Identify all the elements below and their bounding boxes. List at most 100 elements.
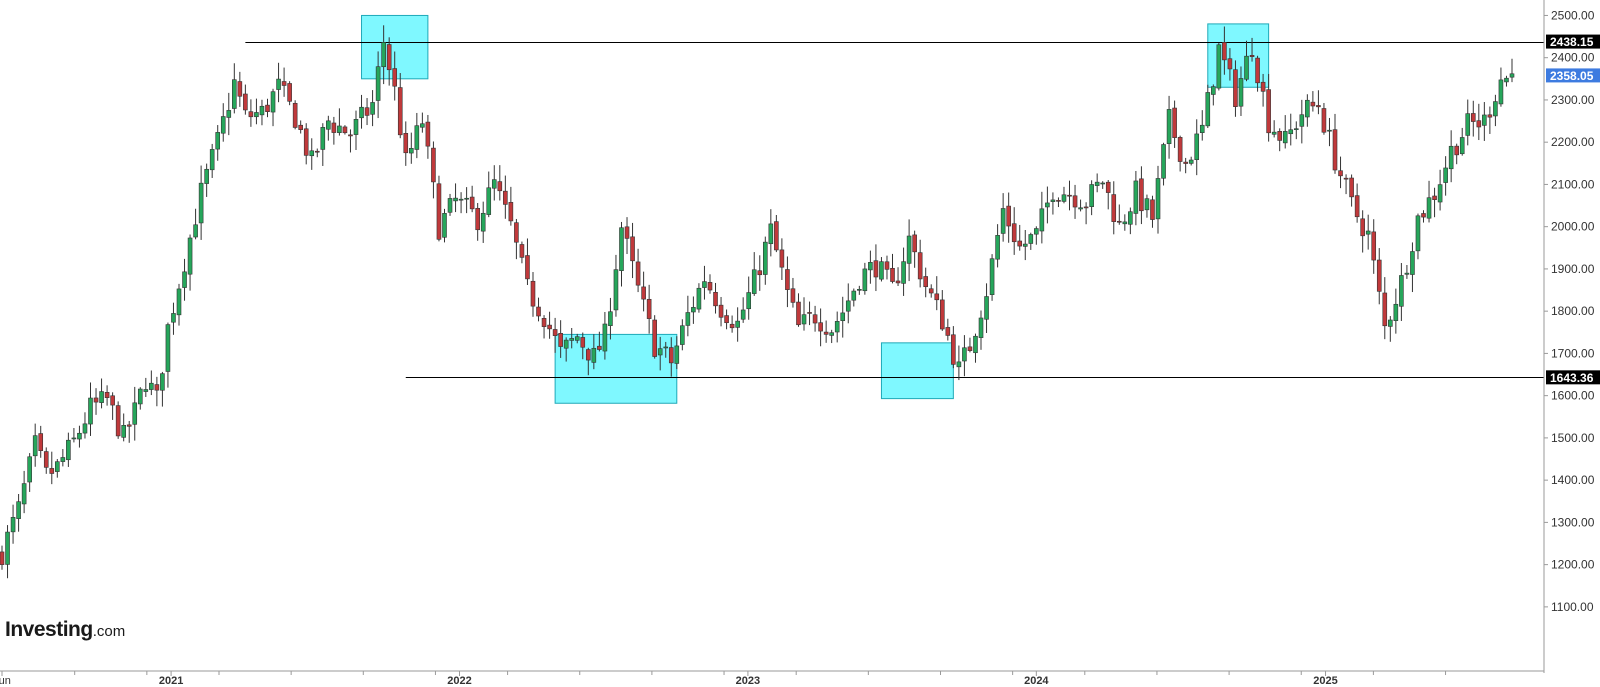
- candle-up: [209, 149, 215, 171]
- candle-down: [774, 221, 779, 251]
- candle-up: [1509, 73, 1515, 78]
- candle-up: [353, 119, 359, 135]
- candle-down: [1222, 42, 1227, 61]
- candle-down: [1227, 58, 1233, 70]
- candle-down: [635, 261, 641, 286]
- candle-up: [60, 457, 66, 462]
- candle-down: [785, 269, 790, 290]
- candle-down: [1255, 57, 1260, 84]
- candle-down: [1277, 131, 1282, 141]
- candle-down: [287, 83, 292, 102]
- candle-down: [812, 314, 818, 324]
- candle-up: [193, 224, 198, 238]
- price-axis-ticks: 2500.00 2400.00 2300.00 2200.00 2100.00 2000.…: [1544, 8, 1595, 614]
- candle-up: [978, 317, 984, 338]
- candle-down: [1454, 145, 1459, 156]
- candle-up: [857, 289, 862, 291]
- candle-down: [431, 147, 436, 183]
- investing-logo: Investing.com: [5, 618, 125, 642]
- candle-down: [1150, 199, 1155, 220]
- candle-up: [270, 91, 276, 113]
- support-resistance-lines: [245, 42, 1544, 378]
- y-tick-label: 2500.00: [1551, 8, 1595, 22]
- candle-up: [453, 197, 458, 202]
- candle-down: [342, 126, 348, 134]
- candle-down: [1249, 55, 1255, 57]
- candle-up: [685, 312, 691, 326]
- price-marker-box: [1546, 34, 1600, 49]
- candle-up: [845, 300, 851, 312]
- candle-up: [973, 335, 978, 354]
- candle-down: [154, 384, 160, 391]
- candle-down: [392, 68, 398, 87]
- candle-up: [458, 198, 464, 201]
- y-tick-label: 1400.00: [1551, 473, 1595, 487]
- candle-down: [779, 249, 785, 268]
- candle-down: [1360, 218, 1365, 237]
- time-axis-ticks: Jun 2021 2022 2023 2024 2025: [0, 671, 1447, 687]
- candle-down: [43, 451, 49, 468]
- candle-down: [1487, 114, 1493, 118]
- candle-up: [215, 132, 221, 150]
- candle-down: [928, 288, 934, 294]
- candle-down: [597, 345, 602, 350]
- candle-down: [630, 236, 635, 262]
- price-marker-box: [1546, 68, 1600, 83]
- candle-up: [1299, 114, 1305, 127]
- candle-down: [126, 424, 132, 427]
- candle-up: [862, 268, 868, 292]
- candle-down: [1233, 69, 1238, 107]
- price-marker-label: 2438.15: [1550, 35, 1594, 49]
- candle-down: [724, 315, 729, 324]
- candle-up: [608, 311, 613, 326]
- candle-down: [1116, 220, 1122, 223]
- candle-down: [298, 124, 303, 130]
- candle-up: [1426, 197, 1432, 219]
- candle-up: [370, 102, 375, 115]
- candle-down: [1183, 161, 1188, 164]
- candle-up: [82, 423, 88, 434]
- candle-up: [1459, 137, 1465, 155]
- candle-down: [0, 551, 5, 565]
- candle-down: [823, 331, 829, 335]
- x-tick-label: 2024: [1024, 675, 1049, 687]
- candle-down: [945, 327, 951, 336]
- candle-up: [1133, 180, 1139, 214]
- candle-up: [1061, 194, 1067, 202]
- candle-down: [1338, 170, 1343, 177]
- candle-up: [10, 517, 16, 533]
- candle-down: [934, 293, 940, 301]
- candle-up: [1293, 128, 1299, 130]
- candle-up: [868, 262, 873, 271]
- candle-down: [796, 301, 801, 326]
- candle-up: [143, 389, 149, 392]
- candle-down: [917, 252, 923, 280]
- candle-up: [1305, 99, 1310, 118]
- candle-up: [1078, 207, 1083, 210]
- candle-up: [1050, 199, 1056, 202]
- candle-down: [237, 81, 243, 97]
- candle-down: [49, 468, 55, 474]
- y-tick-label: 1800.00: [1551, 304, 1595, 318]
- candle-up: [1244, 55, 1249, 80]
- candle-up: [326, 120, 331, 130]
- candle-up: [801, 314, 807, 325]
- candle-down: [436, 183, 442, 240]
- candle-up: [1493, 101, 1498, 117]
- candle-down: [1072, 195, 1078, 208]
- price-marker-label: 2358.05: [1550, 69, 1594, 83]
- candle-up: [691, 307, 696, 313]
- candle-up: [746, 292, 752, 310]
- candle-up: [1410, 251, 1415, 275]
- candle-down: [386, 44, 392, 71]
- candles: [0, 25, 1515, 579]
- candle-down: [707, 282, 713, 291]
- candle-down: [1316, 105, 1321, 108]
- candle-up: [1238, 78, 1244, 107]
- candle-down: [397, 87, 403, 136]
- candle-up: [88, 397, 93, 425]
- candle-up: [276, 78, 281, 90]
- candle-down: [729, 323, 735, 329]
- candle-up: [226, 110, 232, 118]
- candle-up: [851, 290, 857, 301]
